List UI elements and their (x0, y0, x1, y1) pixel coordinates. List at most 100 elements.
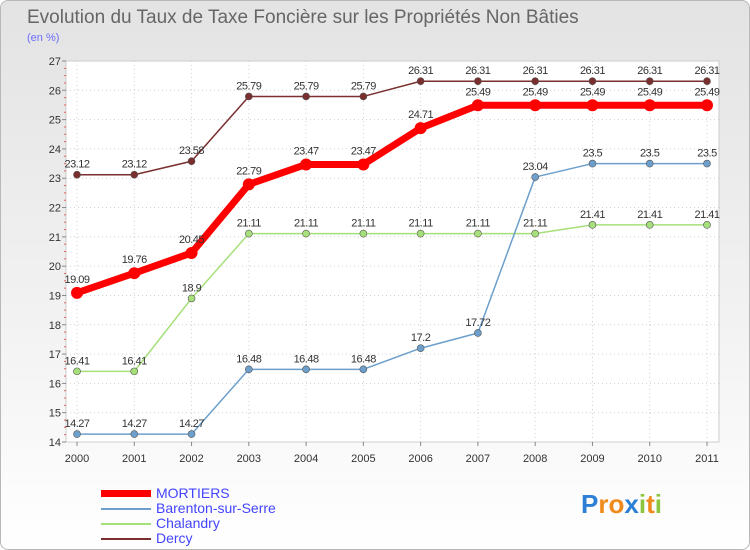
data-label: 16.48 (351, 353, 376, 365)
series-line-mortiers (73, 101, 711, 297)
data-point (474, 329, 482, 337)
data-label: 20.45 (179, 234, 204, 246)
axes: 14 15 16 17 18 19 20 21 22 23 24 25 26 27 2000 2001 2002… (49, 56, 720, 465)
y-tick-label: 16 (49, 378, 61, 390)
legend: MORTIERS Barenton-sur-Serre Chalandry Dercy (101, 486, 276, 546)
x-tick-label: 2010 (637, 453, 661, 465)
y-tick-label: 20 (49, 261, 61, 273)
plot-area (65, 60, 720, 443)
data-label: 19.76 (122, 254, 147, 266)
data-point (302, 365, 310, 374)
y-tick-label: 15 (49, 408, 61, 420)
data-labels: 23.12 23.12 23.58 25.79 25.79 25.79 26.31 26.31… (64, 65, 720, 430)
data-point (130, 170, 139, 179)
data-point (242, 178, 255, 191)
data-point (529, 99, 542, 112)
data-point (588, 159, 597, 168)
data-label: 14.27 (179, 418, 204, 430)
legend-item: Dercy (101, 531, 276, 546)
logo-letter: r (598, 489, 609, 519)
x-tick-label: 2004 (294, 453, 318, 465)
logo-letter: x (624, 489, 639, 519)
data-point (586, 99, 599, 112)
data-point (128, 267, 141, 280)
data-point (187, 294, 196, 303)
data-label: 23.04 (523, 161, 548, 173)
chart-subtitle: (en %) (27, 32, 60, 44)
data-point (474, 229, 482, 238)
data-point (73, 367, 81, 376)
data-label: 23.47 (351, 145, 376, 157)
x-tick-label: 2000 (65, 453, 89, 465)
data-label: 18.9 (182, 282, 202, 294)
data-label: 16.41 (122, 355, 147, 367)
x-tick-label: 2001 (122, 453, 146, 465)
data-label: 21.11 (294, 218, 319, 230)
data-label: 21.41 (637, 209, 662, 221)
data-label: 26.31 (694, 65, 719, 77)
data-point (471, 99, 484, 112)
logo-letter: i (638, 489, 647, 519)
data-label: 25.49 (694, 86, 719, 98)
logo-letter: P (581, 489, 599, 519)
series-line-chalandry (76, 224, 708, 373)
legend-item: Chalandry (101, 516, 276, 531)
data-point (71, 286, 83, 299)
y-tick-label: 26 (49, 85, 61, 97)
legend-item: MORTIERS (101, 486, 276, 501)
series-line-dercy (76, 80, 708, 176)
data-label: 23.5 (697, 148, 717, 160)
x-tick-label: 2008 (523, 453, 547, 465)
y-tick-label: 27 (49, 56, 61, 68)
data-point (703, 221, 711, 229)
data-point (416, 344, 425, 353)
y-tick-label: 19 (49, 290, 61, 302)
data-label: 16.48 (236, 353, 261, 365)
data-point (359, 365, 368, 374)
data-point (645, 77, 654, 86)
data-label: 26.31 (465, 65, 490, 77)
data-label: 19.09 (64, 274, 89, 286)
data-point (302, 92, 310, 101)
logo-letter: i (654, 489, 662, 519)
data-point (643, 99, 656, 112)
legend-item: Barenton-sur-Serre (101, 501, 276, 516)
data-label: 21.11 (523, 218, 548, 230)
y-tick-label: 25 (49, 115, 61, 127)
data-label: 16.41 (64, 355, 89, 367)
data-label: 26.31 (637, 65, 662, 77)
data-label: 24.71 (408, 109, 433, 121)
data-point (588, 77, 597, 86)
data-label: 17.2 (411, 332, 431, 344)
data-label: 26.31 (580, 65, 605, 77)
data-label: 25.49 (523, 86, 548, 98)
data-label: 21.11 (466, 218, 491, 230)
data-point (245, 229, 253, 238)
data-label: 21.41 (580, 209, 605, 221)
data-point (416, 77, 425, 86)
data-label: 23.5 (640, 148, 660, 160)
data-label: 21.11 (351, 218, 376, 230)
data-point (130, 430, 139, 438)
data-point (531, 229, 539, 238)
data-point (474, 77, 482, 86)
data-label: 23.58 (179, 145, 204, 157)
data-label: 14.27 (64, 418, 89, 430)
data-point (73, 430, 81, 438)
y-tick-label: 24 (49, 144, 61, 156)
x-tick-label: 2005 (351, 453, 375, 465)
y-tick-label: 18 (49, 320, 61, 332)
data-point (645, 159, 654, 168)
x-tick-label: 2002 (179, 453, 203, 465)
x-tick-label: 2007 (466, 453, 490, 465)
data-label: 21.41 (694, 209, 719, 221)
data-point (645, 221, 654, 229)
data-point (187, 430, 196, 438)
data-label: 25.49 (465, 86, 490, 98)
data-point (130, 367, 139, 376)
x-tick-label: 2011 (695, 453, 719, 465)
data-point (357, 158, 370, 171)
legend-swatch (101, 537, 151, 540)
